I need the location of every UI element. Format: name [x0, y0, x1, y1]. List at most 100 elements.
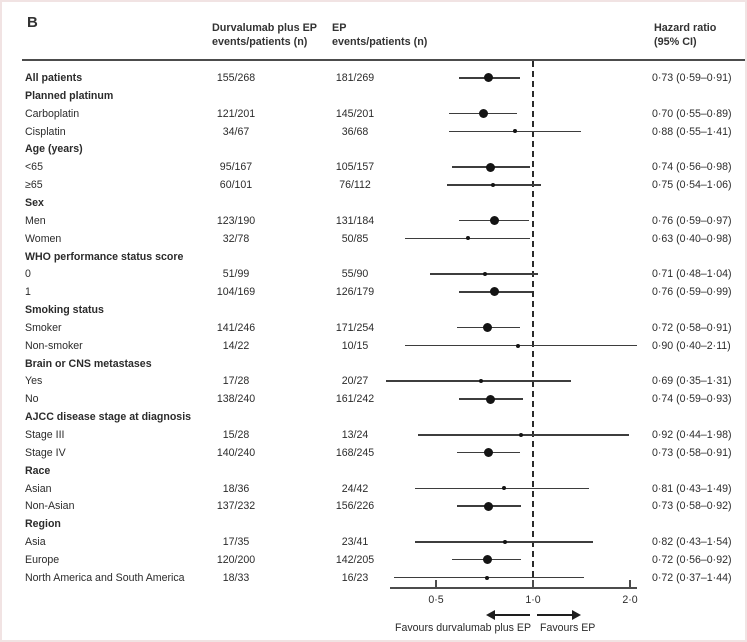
ep-events-patients: 161/242	[335, 393, 375, 406]
hazard-ratio-marker	[490, 216, 500, 226]
subgroup-row: Cisplatin 34/67 36/68 0·88 (0·55–1·41)	[2, 123, 745, 141]
durvalumab-events-patients: 138/240	[216, 393, 256, 406]
hazard-ratio-marker	[484, 501, 494, 511]
subgroup-row: Smoker 141/246 171/254 0·72 (0·58–0·91)	[2, 319, 745, 337]
hazard-ratio-value: 0·72 (0·56–0·92)	[652, 553, 732, 566]
group-header-row: Race	[2, 462, 745, 480]
subgroup-label: Stage IV	[25, 446, 66, 459]
durvalumab-events-patients: 120/200	[216, 553, 256, 566]
right-arrow-icon	[572, 610, 581, 620]
hazard-ratio-value: 0·71 (0·48–1·04)	[652, 268, 732, 281]
subgroup-label: Carboplatin	[25, 107, 80, 120]
subgroup-label: Cisplatin	[25, 125, 66, 138]
subgroup-row: Asia 17/35 23/41 0·82 (0·43–1·54)	[2, 533, 745, 551]
hazard-ratio-marker	[513, 129, 518, 134]
ep-events-patients: 131/184	[335, 214, 375, 227]
confidence-interval-line	[418, 434, 629, 436]
group-header-row: WHO performance status score	[2, 248, 745, 266]
hazard-ratio-value: 0·73 (0·58–0·92)	[652, 500, 732, 513]
hazard-ratio-value: 0·76 (0·59–0·97)	[652, 214, 732, 227]
x-axis-tick-label: 2·0	[622, 594, 638, 606]
durvalumab-events-patients: 17/28	[222, 375, 250, 388]
ep-events-patients: 181/269	[335, 72, 375, 84]
hazard-ratio-marker	[466, 236, 471, 241]
subgroup-label: ≥65	[25, 179, 43, 192]
hazard-ratio-value: 0·74 (0·59–0·93)	[652, 393, 732, 406]
subgroup-label: No	[25, 393, 39, 406]
subgroup-label: All patients	[25, 72, 83, 84]
favours-right-label: Favours EP	[540, 622, 596, 634]
hazard-ratio-marker	[516, 343, 521, 348]
group-header-row: Smoking status	[2, 301, 745, 319]
subgroup-row: No 138/240 161/242 0·74 (0·59–0·93)	[2, 390, 745, 408]
hazard-ratio-value: 0·88 (0·55–1·41)	[652, 125, 732, 138]
durvalumab-events-patients: 123/190	[216, 214, 256, 227]
hazard-ratio-marker	[483, 272, 488, 277]
hazard-ratio-value: 0·74 (0·56–0·98)	[652, 161, 732, 174]
subgroup-label: Planned platinum	[25, 89, 114, 102]
subgroup-row: Carboplatin 121/201 145/201 0·70 (0·55–0·89…	[2, 105, 745, 123]
subgroup-label: North America and South America	[25, 571, 185, 584]
favours-right-arrow-line	[537, 614, 573, 616]
subgroup-label: 1	[25, 286, 31, 299]
panel-label: B	[27, 14, 38, 31]
ep-events-patients: 20/27	[341, 375, 369, 388]
column-header-hazard-ratio: Hazard ratio (95% CI)	[654, 21, 716, 49]
hazard-ratio-marker	[478, 108, 488, 118]
hazard-ratio-value: 0·76 (0·59–0·99)	[652, 286, 732, 299]
x-axis-tick	[629, 580, 631, 587]
durvalumab-events-patients: 51/99	[222, 268, 250, 281]
durvalumab-events-patients: 137/232	[216, 500, 256, 513]
hazard-ratio-value: 0·73 (0·58–0·91)	[652, 446, 732, 459]
x-axis-tick	[532, 580, 534, 587]
durvalumab-events-patients: 95/167	[219, 161, 253, 174]
ep-events-patients: 16/23	[341, 571, 369, 584]
subgroup-label: Stage III	[25, 429, 65, 441]
subgroup-label: Smoker	[25, 321, 62, 334]
subgroup-row: Non-smoker 14/22 10/15 0·90 (0·40–2·11)	[2, 337, 745, 355]
x-axis-tick-label: 1·0	[525, 594, 541, 606]
hazard-ratio-value: 0·92 (0·44–1·98)	[652, 429, 732, 441]
hazard-ratio-marker	[486, 162, 496, 172]
subgroup-row: Asian 18/36 24/42 0·81 (0·43–1·49)	[2, 480, 745, 498]
group-header-row: Sex	[2, 194, 745, 212]
subgroup-row: 0 51/99 55/90 0·71 (0·48–1·04)	[2, 265, 745, 283]
subgroup-label: Region	[25, 518, 61, 531]
ep-events-patients: 36/68	[341, 125, 369, 138]
durvalumab-events-patients: 17/35	[222, 536, 250, 549]
hazard-ratio-marker	[484, 448, 494, 458]
subgroup-label: 0	[25, 268, 31, 281]
favours-left-label: Favours durvalumab plus EP	[395, 622, 532, 634]
durvalumab-events-patients: 121/201	[216, 107, 256, 120]
column-header-durvalumab-line2: events/patients (n)	[212, 36, 308, 48]
hazard-ratio-value: 0·70 (0·55–0·89)	[652, 107, 732, 120]
durvalumab-events-patients: 15/28	[222, 429, 250, 441]
column-header-ep-line1: EP	[332, 22, 347, 34]
hazard-ratio-value: 0·72 (0·37–1·44)	[652, 571, 732, 584]
subgroup-label: Brain or CNS metastases	[25, 357, 152, 370]
group-header-row: Age (years)	[2, 140, 745, 158]
confidence-interval-line	[404, 344, 638, 347]
favours-left-arrow-line	[494, 614, 530, 616]
durvalumab-events-patients: 141/246	[216, 321, 256, 334]
subgroup-row: North America and South America 18/33 16/2…	[2, 569, 745, 587]
x-axis-tick	[435, 580, 437, 587]
group-header-row: Planned platinum	[2, 87, 745, 105]
column-header-hazard-line2: (95% CI)	[654, 36, 697, 48]
hazard-ratio-value: 0·69 (0·35–1·31)	[652, 375, 732, 388]
header-divider-line	[22, 59, 745, 61]
ep-events-patients: 105/157	[335, 161, 375, 174]
subgroup-label: Non-Asian	[25, 500, 75, 513]
x-axis-tick-label: 0·5	[428, 594, 444, 606]
ep-events-patients: 24/42	[341, 482, 369, 495]
hazard-ratio-value: 0·75 (0·54–1·06)	[652, 179, 732, 192]
durvalumab-events-patients: 34/67	[222, 125, 250, 138]
group-header-row: AJCC disease stage at diagnosis	[2, 408, 745, 426]
group-header-row: Region	[2, 515, 745, 533]
hazard-ratio-value: 0·63 (0·40–0·98)	[652, 232, 732, 245]
durvalumab-events-patients: 104/169	[216, 286, 256, 299]
subgroup-row: Stage III 15/28 13/24 0·92 (0·44–1·98)	[2, 426, 745, 444]
subgroup-row: Men 123/190 131/184 0·76 (0·59–0·97)	[2, 212, 745, 230]
durvalumab-events-patients: 140/240	[216, 446, 256, 459]
